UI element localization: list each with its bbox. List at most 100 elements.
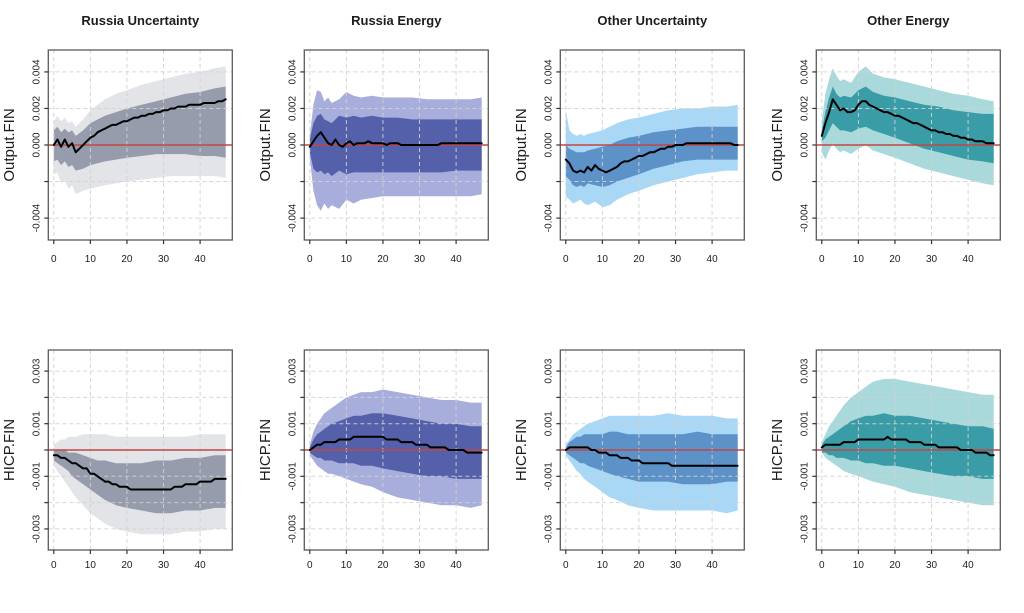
y-tick-label: 0.004: [31, 59, 42, 84]
y-tick-label: 0.001: [543, 411, 554, 436]
x-tick-label: 30: [926, 254, 938, 265]
panel-svg: 0.004 0.002 0.000 -0.004 0 10 20 30 40 Other Ener…: [769, 13, 1001, 265]
irf-panel-output-fin-russia-uncertainty: 0.004 0.002 0.000 -0.004 0 10 20 30 40 Russia Unc…: [0, 0, 256, 304]
median-irf-line: [564, 142, 739, 174]
x-tick-label: 30: [158, 254, 170, 265]
x-tick-label: 0: [819, 560, 825, 571]
x-tick-label: 20: [121, 560, 133, 571]
y-tick-label: 0.003: [31, 358, 42, 383]
median-irf-line: [52, 454, 227, 491]
y-tick-label: 0.000: [543, 132, 554, 157]
inner-confidence-band: [821, 86, 994, 164]
x-tick-label: 20: [121, 254, 133, 265]
y-axis-title: HICP.FIN: [769, 419, 786, 481]
x-tick-label: 0: [563, 254, 569, 265]
y-tick-label: 0.000: [799, 132, 810, 157]
y-tick-label: 0.001: [799, 411, 810, 436]
panel-svg: 0.003 0.001 -0.001 -0.003 0 10 20 30 40 HICP.FIN: [513, 349, 745, 571]
x-tick-label: 20: [377, 254, 389, 265]
x-tick-label: 20: [633, 560, 645, 571]
y-tick-label: 0.004: [287, 59, 298, 84]
x-tick-label: 0: [563, 560, 569, 571]
x-tick-label: 40: [195, 254, 207, 265]
x-tick-label: 10: [85, 560, 97, 571]
y-tick-label: 0.000: [287, 132, 298, 157]
x-tick-label: 40: [963, 254, 975, 265]
panel-title: Other Uncertainty: [597, 13, 708, 28]
plot-area: [304, 350, 489, 550]
x-tick-label: 10: [85, 254, 97, 265]
y-tick-label: 0.000: [31, 132, 42, 157]
y-tick-label: 0.004: [543, 59, 554, 84]
x-tick-label: 10: [853, 560, 865, 571]
irf-panel-output-fin-russia-energy: 0.004 0.002 0.000 -0.004 0 10 20 30 40 Russia Ene…: [256, 0, 512, 304]
plot-area: [560, 350, 745, 550]
inner-confidence-band: [821, 413, 994, 479]
y-tick-label: 0.002: [31, 96, 42, 121]
y-axis-title: HICP.FIN: [513, 419, 530, 481]
irf-panel-output-fin-other-uncertainty: 0.004 0.002 0.000 -0.004 0 10 20 30 40 Other Unce…: [512, 0, 768, 304]
y-axis-title: Output.FIN: [769, 108, 786, 181]
plot-area: [304, 50, 489, 240]
inner-confidence-band: [565, 431, 738, 485]
median-irf-line: [564, 446, 739, 467]
x-tick-label: 10: [341, 254, 353, 265]
x-tick-label: 40: [963, 560, 975, 571]
x-tick-label: 0: [51, 254, 57, 265]
x-tick-label: 10: [597, 560, 609, 571]
y-tick-label: 0.002: [287, 96, 298, 121]
y-axis-title: Output.FIN: [1, 108, 18, 181]
panel-svg: 0.004 0.002 0.000 -0.004 0 10 20 30 40 Russia Unc…: [1, 13, 233, 265]
x-tick-label: 30: [670, 254, 682, 265]
y-tick-label: 0.002: [543, 96, 554, 121]
x-tick-label: 10: [853, 254, 865, 265]
y-tick-label: 0.003: [799, 358, 810, 383]
irf-panel-hicp-fin-other-uncertainty: 0.003 0.001 -0.001 -0.003 0 10 20 30 40 HICP.FIN: [512, 304, 768, 608]
x-tick-label: 0: [819, 254, 825, 265]
y-tick-label: 0.002: [799, 96, 810, 121]
x-tick-label: 30: [414, 254, 426, 265]
y-tick-label: -0.001: [31, 462, 42, 491]
y-tick-label: 0.003: [287, 358, 298, 383]
x-tick-label: 20: [889, 560, 901, 571]
y-axis-title: Output.FIN: [257, 108, 274, 181]
y-tick-label: -0.004: [799, 203, 810, 232]
x-tick-label: 20: [377, 560, 389, 571]
panel-title: Other Energy: [867, 13, 950, 28]
panel-svg: 0.003 0.001 -0.001 -0.003 0 10 20 30 40 HICP.FIN: [769, 349, 1001, 571]
median-irf-line: [52, 98, 227, 154]
y-tick-label: 0.001: [287, 411, 298, 436]
median-irf-line: [820, 98, 995, 145]
y-tick-label: 0.003: [543, 358, 554, 383]
x-tick-label: 40: [707, 560, 719, 571]
y-tick-label: -0.001: [799, 462, 810, 491]
irf-panel-output-fin-other-energy: 0.004 0.002 0.000 -0.004 0 10 20 30 40 Other Ener…: [768, 0, 1024, 304]
y-tick-label: -0.004: [287, 203, 298, 232]
panel-title: Russia Energy: [351, 13, 442, 28]
y-tick-label: -0.003: [543, 514, 554, 543]
median-irf-line: [820, 435, 995, 457]
irf-panel-hicp-fin-russia-uncertainty: 0.003 0.001 -0.001 -0.003 0 10 20 30 40 HICP.FIN: [0, 304, 256, 608]
panel-svg: 0.003 0.001 -0.001 -0.003 0 10 20 30 40 HICP.FIN: [257, 349, 489, 571]
x-tick-label: 40: [451, 560, 463, 571]
median-irf-line: [308, 435, 483, 454]
y-tick-label: -0.003: [799, 514, 810, 543]
x-tick-label: 10: [597, 254, 609, 265]
x-tick-label: 40: [451, 254, 463, 265]
x-tick-label: 0: [307, 254, 313, 265]
plot-area: [560, 50, 745, 240]
x-tick-label: 30: [926, 560, 938, 571]
irf-panel-hicp-fin-other-energy: 0.003 0.001 -0.001 -0.003 0 10 20 30 40 HICP.FIN: [768, 304, 1024, 608]
plot-area: [816, 50, 1001, 240]
y-tick-label: -0.003: [31, 514, 42, 543]
median-irf-line: [308, 131, 483, 148]
x-tick-label: 30: [414, 560, 426, 571]
x-tick-label: 40: [707, 254, 719, 265]
x-tick-label: 40: [195, 560, 207, 571]
x-tick-label: 20: [889, 254, 901, 265]
y-tick-label: 0.004: [799, 59, 810, 84]
y-axis-title: HICP.FIN: [1, 419, 18, 481]
plot-area: [816, 350, 1001, 550]
y-tick-label: -0.003: [287, 514, 298, 543]
plot-area: [48, 350, 233, 550]
